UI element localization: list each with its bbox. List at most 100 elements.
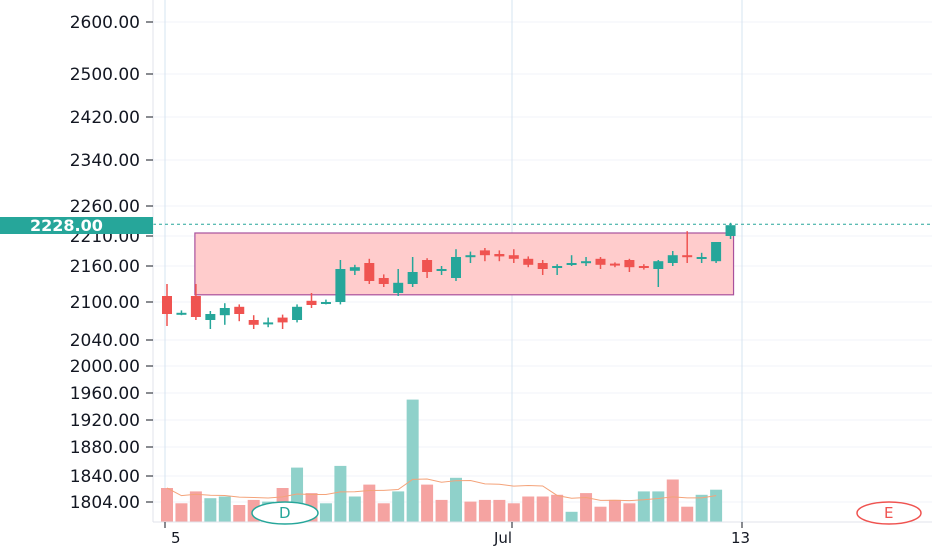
candle[interactable] [393,269,404,296]
candle-body [378,278,389,284]
candle-body [552,266,563,268]
volume-bar [565,511,578,522]
candle-body [292,306,303,320]
candle[interactable] [696,252,707,263]
candle[interactable] [378,274,389,287]
price-axis[interactable]: 2600.002500.002420.002340.002260.002210.… [70,0,154,522]
candle[interactable] [436,266,447,275]
candle-body [696,257,707,259]
candle-body [190,296,201,317]
candle-body [465,255,476,258]
candle[interactable] [566,255,577,266]
volume-bar [652,491,665,522]
price-tick-label: 2040.00 [70,331,140,351]
candle[interactable] [609,262,620,268]
candle[interactable] [162,284,172,326]
candle[interactable] [465,251,476,263]
volume-bar [522,496,535,522]
candle[interactable] [653,260,664,287]
candle[interactable] [552,264,563,275]
candle-body [306,300,317,305]
candle[interactable] [711,242,722,263]
candle[interactable] [306,293,317,308]
candle-body [537,263,548,269]
volume-bar [377,503,390,522]
candle-body [393,282,404,293]
candle-body [609,263,620,266]
candle[interactable] [349,264,360,275]
candle-body [248,320,259,325]
candle[interactable] [581,257,592,266]
candle[interactable] [407,257,418,287]
candle[interactable] [205,311,216,329]
time-axis[interactable]: 5 Jul 13 [153,521,932,547]
candle-body [667,255,678,263]
candle[interactable] [451,249,461,281]
range-rectangle[interactable] [194,232,735,296]
price-tick-label: 1960.00 [70,384,140,404]
volume-bar [218,496,231,522]
candle[interactable] [277,314,288,329]
day-marker[interactable]: D [251,501,319,525]
volume-bars [161,399,723,522]
price-tick-label: 1880.00 [70,438,140,458]
price-tick-label: 2100.00 [70,293,140,313]
candle-body [451,257,461,278]
candle-body [407,272,418,284]
volume-bar [348,496,361,522]
candle[interactable] [234,304,245,322]
candle-body [320,302,331,304]
volume-bar [406,399,419,522]
candle[interactable] [494,250,505,262]
volume-bar [450,477,462,522]
candle[interactable] [624,258,635,272]
range-rectangle-layer[interactable] [194,232,735,296]
price-badge: 2228.00 [0,216,153,235]
price-tick-label: 2600.00 [70,13,140,33]
time-tick-label: 5 [171,529,181,547]
candle[interactable] [263,317,274,328]
volume-bar [319,503,332,522]
candle[interactable] [638,264,649,270]
candle-body [436,269,447,271]
candle-body [581,261,592,264]
candle-body [277,317,288,323]
candle[interactable] [595,257,606,269]
volume-bar [464,501,477,522]
volume-bar [478,499,491,522]
candle[interactable] [479,248,490,262]
price-tick-label: 2260.00 [70,197,140,217]
candlesticks[interactable] [162,222,736,329]
price-tick-label: 2500.00 [70,65,140,85]
candle[interactable] [335,260,346,305]
candle[interactable] [190,284,201,320]
candle-body [653,261,664,269]
price-tick-label: 1804.00 [70,493,140,513]
earnings-marker-label: E [884,504,893,522]
candle[interactable] [508,249,519,263]
candle-body [624,260,635,268]
volume-bar [594,506,607,522]
candle[interactable] [248,315,259,329]
volume-bar [233,505,246,522]
candle[interactable] [682,231,693,263]
candle[interactable] [537,260,548,275]
candle-body [479,250,490,256]
candle[interactable] [667,251,678,266]
candle[interactable] [219,303,230,325]
candle[interactable] [422,258,433,278]
candle[interactable] [292,304,303,323]
volume-bar [363,484,376,522]
candle[interactable] [176,310,187,316]
earnings-marker[interactable]: E [856,501,922,525]
volume-bar [189,491,202,522]
candle[interactable] [523,256,534,268]
volume-bar [507,503,520,522]
volume-bar [421,484,434,522]
candle[interactable] [320,299,331,305]
volume-ma-line [166,478,717,502]
candle[interactable] [725,222,736,239]
price-tick-label: 1840.00 [70,467,140,487]
candle[interactable] [364,258,375,284]
